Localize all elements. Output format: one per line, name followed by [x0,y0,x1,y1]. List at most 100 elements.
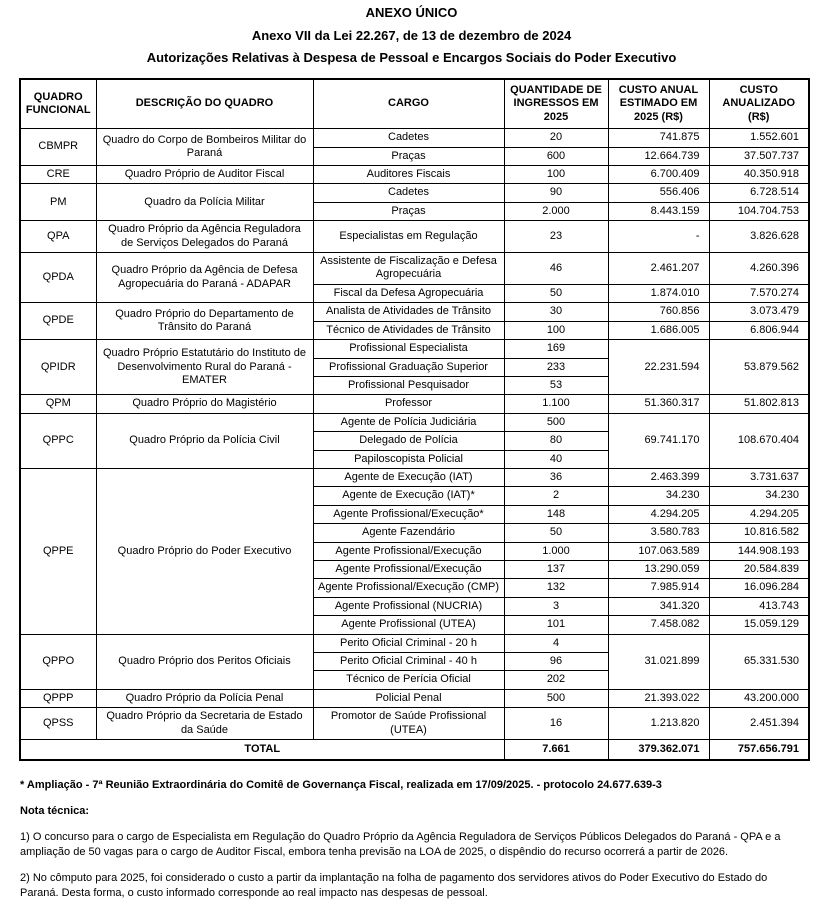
cargo-cell: Auditores Fiscais [312,165,505,185]
quantidade-cell: 53 [503,375,609,396]
table-header: QUADRO FUNCIONAL DESCRIÇÃO DO QUADRO CARGO… [19,78,810,130]
col-custo-anual: CUSTO ANUAL ESTIMADO EM 2025 (R$) [607,78,710,130]
cargo-cell: Agente Fazendário [312,523,505,543]
descricao-cell: Quadro da Polícia Militar [95,183,314,222]
total-custo-anualizado-cell: 757.656.791 [708,739,810,761]
table-row-qppc-0: QPPC Quadro Próprio da Polícia Civil Agent… [19,412,810,469]
footnote-ampliacao: * Ampliação - 7ª Reunião Extraordinária … [20,779,662,792]
quantidade-cell: 137 [503,559,609,580]
cargo-cell: Praças [312,146,505,167]
table-row-qppe-0: QPPE Quadro Próprio do Poder Executivo Age… [19,467,810,635]
cargo-cell: Cadetes [312,128,505,148]
total-quantidade-cell: 7.661 [503,739,609,761]
custo-anualizado-cell: 53.879.562 [708,339,810,396]
cargo-cell: Professor [312,394,505,414]
cargo-cell: Agente de Execução (IAT) [312,467,505,488]
cargo-cell: Agente Profissional/Execução [312,541,505,561]
custo-anualizado-cell: 40.350.918 [708,165,810,185]
custo-anual-cell: 31.021.899 [607,633,710,690]
col-cargo: CARGO [312,78,505,130]
cargo-cell: Perito Oficial Criminal - 20 h [312,633,505,654]
custo-anualizado-cell: 34.230 [708,486,810,506]
table-row-qpss-0: QPSS Quadro Próprio da Secretaria de Esta… [19,707,810,741]
quantidade-cell: 101 [503,615,609,635]
quadro-funcional-cell: QPSS [19,707,97,741]
quantidade-cell: 36 [503,467,609,488]
custo-anual-cell: 1.686.005 [607,320,710,341]
cargo-cell: Agente Profissional/Execução* [312,504,505,525]
cargo-cell: Agente Profissional/Execução (CMP) [312,578,505,598]
quadro-funcional-cell: QPPP [19,688,97,709]
custo-anualizado-cell: 10.816.582 [708,523,810,543]
table-row-qppo-1: Perito Oficial Criminal - 40 h 96 [20,651,809,672]
table-row-qppe-1: Agente de Execução (IAT)* 2 34.230 34.230 [20,486,810,506]
custo-anualizado-cell: 6.728.514 [708,183,810,203]
cargo-cell: Policial Penal [312,688,505,709]
descricao-cell: Quadro Próprio de Auditor Fiscal [95,165,314,185]
cargo-cell: Papiloscopista Policial [312,449,505,469]
cargo-cell: Cadetes [312,183,505,203]
table-total-row: TOTAL 7.661 379.362.071 757.656.791 [19,739,810,761]
custo-anualizado-cell: 413.743 [708,596,810,617]
footnotes: * Ampliação - 7ª Reunião Extraordinária … [20,778,803,900]
custo-anualizado-cell: 2.451.394 [708,707,810,741]
quantidade-cell: 2 [503,486,609,506]
custo-anual-cell: 107.063.589 [607,541,710,561]
table-row-qpidr-1: Profissional Graduação Superior 233 [20,357,809,377]
total-label-cell: TOTAL [19,739,505,761]
quantidade-cell: 3 [503,596,609,617]
custo-anualizado-cell: 1.552.601 [708,128,810,148]
cargo-cell: Agente Profissional/Execução [312,559,505,580]
table-row-qppc-2: Papiloscopista Policial 40 [20,449,809,469]
total-custo-anual-cell: 379.362.071 [607,739,710,761]
quadro-funcional-cell: QPIDR [19,339,97,396]
cargo-cell: Fiscal da Defesa Agropecuária [312,283,505,304]
custo-anualizado-cell: 51.802.813 [708,394,810,414]
custo-anualizado-cell: 43.200.000 [708,688,810,709]
custo-anual-cell: 51.360.317 [607,394,710,414]
table-row-cre-0: CRE Quadro Próprio de Auditor Fiscal Audit… [19,165,810,185]
custo-anual-cell: 1.874.010 [607,283,710,304]
authorizations-table: QUADRO FUNCIONAL DESCRIÇÃO DO QUADRO CARGO… [19,78,810,762]
custo-anualizado-cell: 144.908.193 [708,541,810,561]
descricao-cell: Quadro Próprio da Agência de Defesa Agro… [95,252,314,304]
quadro-funcional-cell: CRE [19,165,97,185]
quantidade-cell: 20 [503,128,609,148]
table-row-qppe-8: Agente Profissional (UTEA) 101 7.458.082 15… [20,615,810,635]
custo-anualizado-cell: 3.826.628 [708,220,810,254]
cargo-cell: Técnico de Perícia Oficial [312,670,505,690]
custo-anual-cell: - [607,220,710,254]
cargo-cell: Profissional Especialista [312,339,505,359]
custo-anualizado-cell: 3.731.637 [708,467,810,488]
cargo-cell: Especialistas em Regulação [312,220,505,254]
quantidade-cell: 4 [503,633,609,654]
custo-anualizado-cell: 4.294.205 [708,504,810,525]
quantidade-cell: 16 [503,707,609,741]
doc-title: ANEXO ÚNICO [365,5,458,20]
quadro-funcional-cell: QPA [19,220,97,254]
quantidade-cell: 169 [503,339,609,359]
custo-anualizado-cell: 104.704.753 [708,201,810,222]
custo-anual-cell: 7.458.082 [607,615,710,635]
doc-subtitle-description: Autorizações Relativas à Despesa de Pess… [146,50,677,65]
quantidade-cell: 500 [503,688,609,709]
custo-anual-cell: 8.443.159 [607,201,710,222]
cargo-cell: Assistente de Fiscalização e Defesa Agro… [312,252,505,285]
table-header-row: QUADRO FUNCIONAL DESCRIÇÃO DO QUADRO CARGO… [19,78,810,130]
quadro-funcional-cell: QPPO [19,633,97,690]
custo-anualizado-cell: 15.059.129 [708,615,810,635]
quantidade-cell: 148 [503,504,609,525]
table-row-qpde-0: QPDE Quadro Próprio do Departamento de Tr… [19,302,810,341]
cargo-cell: Praças [312,201,505,222]
custo-anualizado-cell: 6.806.944 [708,320,810,341]
table-row-qpda-1: Fiscal da Defesa Agropecuária 50 1.874.010… [20,283,810,304]
custo-anual-cell: 1.213.820 [607,707,710,741]
doc-subtitle-law: Anexo VII da Lei 22.267, de 13 de dezemb… [251,28,572,43]
cargo-cell: Perito Oficial Criminal - 40 h [312,651,505,672]
cargo-cell: Profissional Graduação Superior [312,357,505,377]
quadro-funcional-cell: QPDA [19,252,97,304]
custo-anual-cell: 69.741.170 [607,412,710,469]
quadro-funcional-cell: QPM [19,394,97,414]
cargo-cell: Técnico de Atividades de Trânsito [312,320,505,341]
